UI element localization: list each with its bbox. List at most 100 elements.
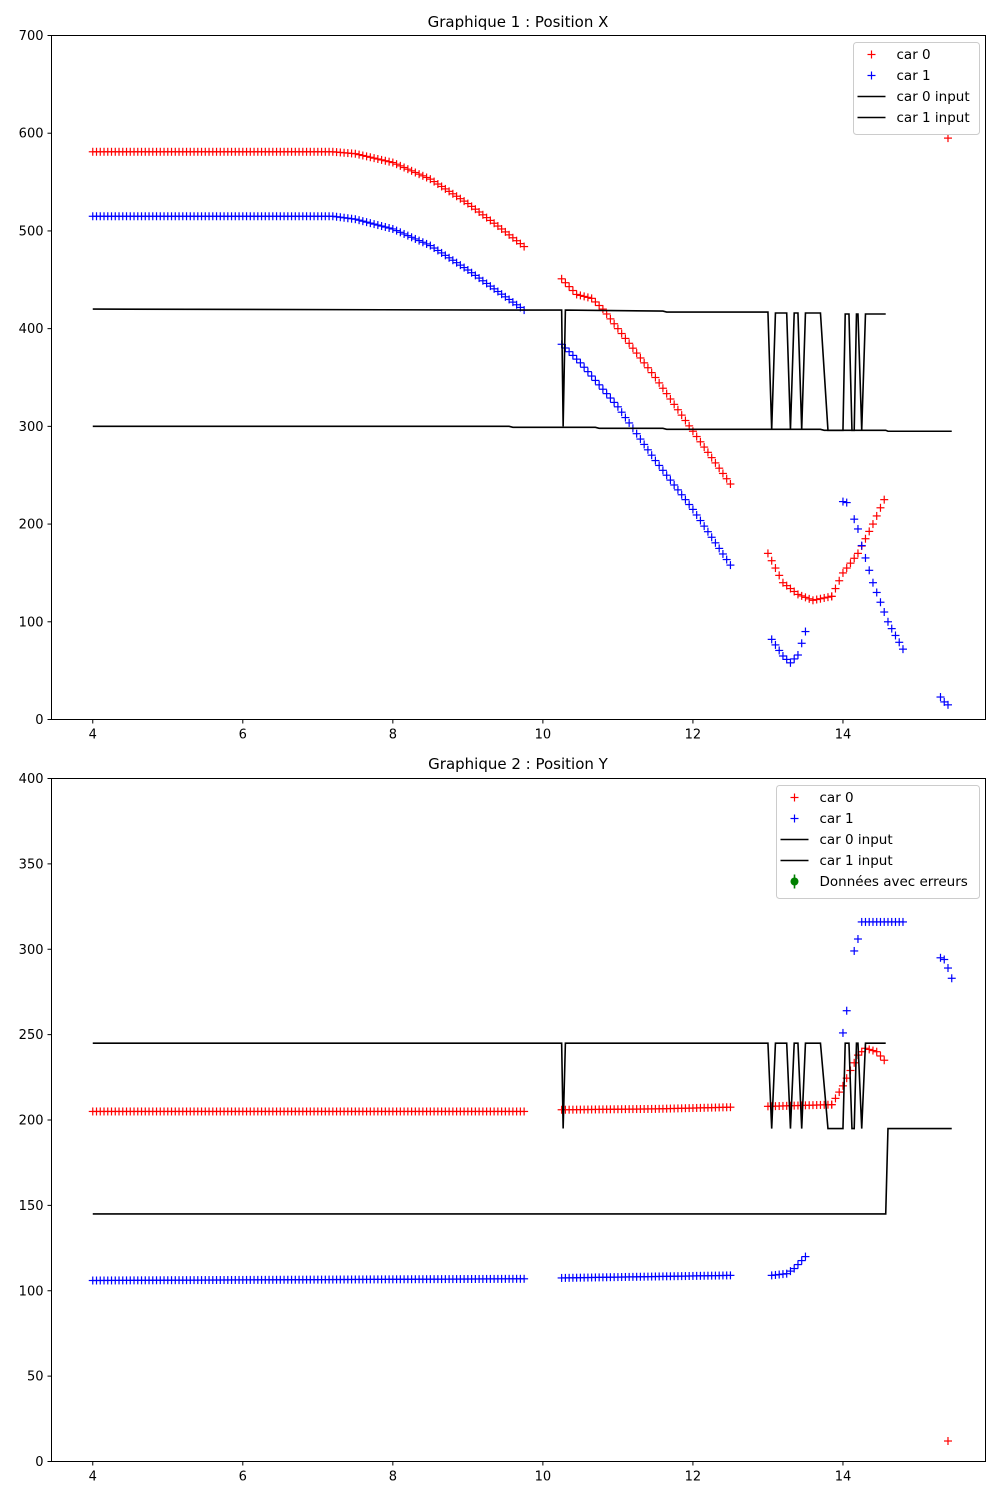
axes: 4 6 8 10 12 14 0 100 200 300 400 500 600 700: [19, 29, 852, 743]
y-tick-label: 100: [19, 1284, 44, 1299]
data-point: [801, 593, 810, 602]
data-point: [561, 278, 570, 287]
data-point: [617, 408, 626, 417]
data-point: [715, 464, 724, 473]
data-point: [857, 541, 866, 550]
data-point: [812, 595, 821, 604]
data-point: [876, 1051, 885, 1060]
data-point: [568, 286, 577, 295]
data-point: [891, 631, 900, 640]
x-tick-label: 4: [89, 1470, 97, 1485]
data-point: [823, 593, 832, 602]
data-point: [610, 398, 619, 407]
data-point: [703, 448, 712, 457]
data-point: [580, 292, 589, 301]
data-point: [767, 556, 776, 565]
data-point: [617, 329, 626, 338]
data-point: [651, 373, 660, 382]
data-point: [613, 402, 622, 411]
data-point: [835, 1088, 844, 1097]
data-point: [898, 917, 907, 926]
data-point: [711, 538, 720, 547]
legend-item: car 0 input: [780, 832, 893, 848]
x-tick-label: 10: [535, 1470, 552, 1485]
data-point: [662, 471, 671, 480]
data-point: [422, 239, 431, 248]
data-point: [557, 274, 566, 283]
data-point: [591, 297, 600, 306]
x-tick-label: 6: [239, 1470, 247, 1485]
data-point: [692, 510, 701, 519]
data-point: [591, 376, 600, 385]
data-point: [786, 658, 795, 667]
data-point: [651, 456, 660, 465]
y-tick-label: 250: [19, 1028, 44, 1043]
data-point: [670, 480, 679, 489]
data-point: [655, 461, 664, 470]
data-point: [943, 1437, 952, 1446]
data-point: [715, 544, 724, 553]
data-point: [373, 221, 382, 230]
chart-title: Graphique 2 : Position Y: [428, 755, 609, 773]
legend-box: [853, 42, 980, 135]
plot-frame: [51, 778, 986, 1462]
data-point: [853, 524, 862, 533]
data-point: [865, 566, 874, 575]
series-line: [92, 425, 952, 433]
y-tick-label: 100: [19, 615, 44, 630]
data-point: [808, 596, 817, 605]
data-point: [790, 1264, 799, 1273]
y-tick-label: 0: [35, 1455, 43, 1470]
data-point: [880, 608, 889, 617]
data-point: [775, 646, 784, 655]
x-tick-label: 10: [535, 728, 552, 743]
data-point: [576, 291, 585, 300]
data-point: [647, 368, 656, 377]
legend-label: Données avec erreurs: [820, 874, 968, 890]
data-point: [576, 358, 585, 367]
data-point: [351, 215, 360, 224]
chart-position-x: Graphique 1 : Position X 4 6 8 10 12 14 0 100 20…: [19, 13, 986, 743]
data-point: [587, 294, 596, 303]
data-point: [636, 435, 645, 444]
axes: 4 6 8 10 12 14 0 50 100 150 200 250 300 350 400: [19, 772, 852, 1485]
y-tick-label: 700: [19, 29, 44, 44]
data-point: [520, 1274, 529, 1283]
data-point: [872, 588, 881, 597]
data-point: [598, 385, 607, 394]
data-point: [692, 432, 701, 441]
data-point: [628, 344, 637, 353]
data-point: [606, 394, 615, 403]
legend: car 0 car 1 car 0 input car 1 input Données …: [776, 785, 980, 899]
data-point: [850, 946, 859, 955]
series-car-1: [88, 212, 952, 709]
data-point: [355, 216, 364, 225]
data-point: [415, 236, 424, 245]
data-point: [880, 1056, 889, 1065]
data-point: [763, 549, 772, 558]
data-point: [793, 590, 802, 599]
data-point: [801, 627, 810, 636]
legend-marker: [790, 793, 799, 802]
x-tick-label: 8: [389, 1470, 397, 1485]
data-point: [632, 429, 641, 438]
data-point: [407, 233, 416, 242]
x-tick-label: 4: [89, 728, 97, 743]
data-point: [700, 443, 709, 452]
data-point: [865, 527, 874, 536]
series-car-1-input: [92, 425, 952, 433]
data-point: [381, 156, 390, 165]
data-point: [418, 238, 427, 247]
data-point: [583, 293, 592, 302]
data-point: [797, 591, 806, 600]
data-point: [418, 171, 427, 180]
legend-label: car 0 input: [820, 832, 893, 848]
data-point: [831, 1094, 840, 1103]
data-point: [411, 234, 420, 243]
data-point: [771, 640, 780, 649]
data-point: [595, 301, 604, 310]
data-point: [816, 594, 825, 603]
data-point: [726, 1271, 735, 1280]
x-tick-label: 14: [835, 1470, 852, 1485]
